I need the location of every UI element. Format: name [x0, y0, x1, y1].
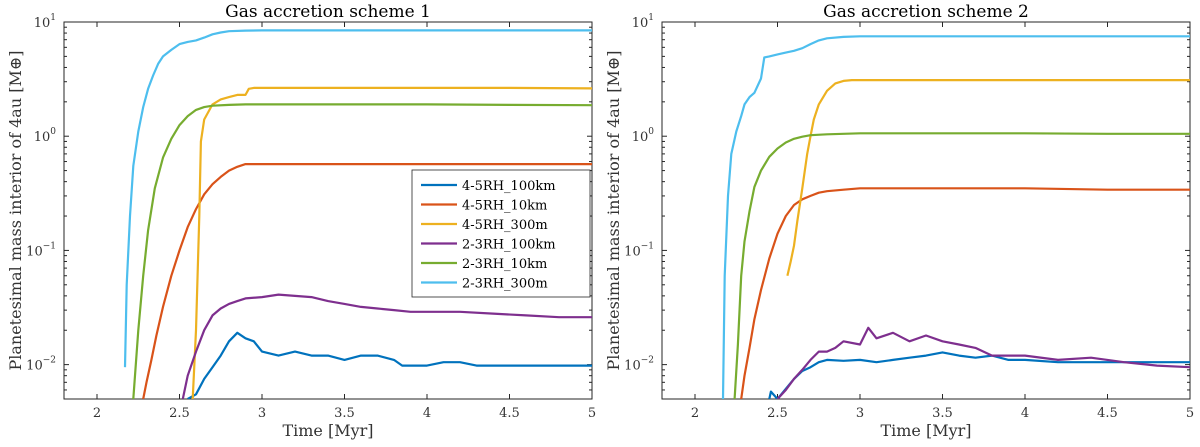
series-line-4-5RH_10km: [142, 163, 592, 399]
y-axis-label: Planetesimal mass interior of 4au [M⊕]: [604, 50, 623, 370]
series-line-2-3RH_100km: [776, 326, 1190, 399]
x-tick-label: 4: [423, 406, 431, 421]
legend-label: 4-5RH_300m: [462, 218, 548, 233]
x-axis-label: Time [Myr]: [282, 421, 373, 440]
x-tick-label: 4.5: [499, 406, 520, 421]
x-tick-label: 4.5: [1097, 406, 1118, 421]
series-line-2-3RH_300m: [721, 35, 1190, 399]
x-tick-label: 5: [588, 406, 596, 421]
x-tick-label: 2: [691, 406, 699, 421]
x-tick-label: 5: [1186, 406, 1194, 421]
series-group: [721, 35, 1190, 399]
series-line-2-3RH_300m: [123, 29, 592, 368]
series-group: [123, 29, 592, 399]
y-tick-label: 101: [632, 13, 654, 31]
series-line-4-5RH_10km: [740, 187, 1190, 399]
legend-label: 4-5RH_100km: [462, 179, 556, 194]
series-line-2-3RH_100km: [181, 293, 592, 399]
legend-label: 2-3RH_10km: [462, 257, 547, 272]
x-tick-label: 3.5: [932, 406, 953, 421]
y-tick-label: 100: [34, 127, 57, 145]
x-tick-label: 2: [93, 406, 101, 421]
chart-panel-left: 2 2.5 3 3.5 4 4.5 5 10−2 10−1 100 101 Gas accretion…: [6, 2, 596, 440]
x-tick-label: 3.5: [334, 406, 355, 421]
chart-panel-right: 2 2.5 3 3.5 4 4.5 5 10−2 10−1 100 101 Gas accretion…: [604, 2, 1194, 440]
legend-box: [411, 169, 591, 298]
x-tick-label: 3: [856, 406, 864, 421]
series-line-4-5RH_300m: [786, 78, 1190, 277]
chart-title: Gas accretion scheme 1: [225, 2, 431, 22]
y-axis-label: Planetesimal mass interior of 4au [M⊕]: [6, 50, 25, 370]
legend-label: 4-5RH_10km: [462, 199, 547, 214]
y-tick-label: 101: [34, 13, 56, 31]
x-tick-label: 2.5: [767, 406, 788, 421]
series-line-4-5RH_300m: [191, 86, 592, 399]
chart-title: Gas accretion scheme 2: [823, 2, 1029, 22]
plot-area: [661, 21, 1191, 400]
x-tick-label: 2.5: [169, 406, 190, 421]
legend: 4-5RH_100km 4-5RH_10km 4-5RH_300m 2-3RH_100…: [411, 169, 591, 298]
series-line-4-5RH_100km: [187, 331, 592, 399]
y-tick-label: 10−1: [624, 241, 654, 259]
x-tick-label: 4: [1021, 406, 1029, 421]
y-tick-label: 10−1: [26, 241, 56, 259]
series-line-2-3RH_10km: [132, 103, 592, 399]
legend-label: 2-3RH_300m: [462, 277, 548, 292]
y-tick-label: 10−2: [26, 356, 56, 374]
x-axis-label: Time [Myr]: [880, 421, 971, 440]
legend-label: 2-3RH_100km: [462, 238, 556, 253]
series-line-2-3RH_10km: [733, 132, 1190, 399]
x-tick-label: 3: [258, 406, 266, 421]
y-tick-label: 10−2: [624, 356, 654, 374]
y-tick-label: 100: [632, 127, 655, 145]
